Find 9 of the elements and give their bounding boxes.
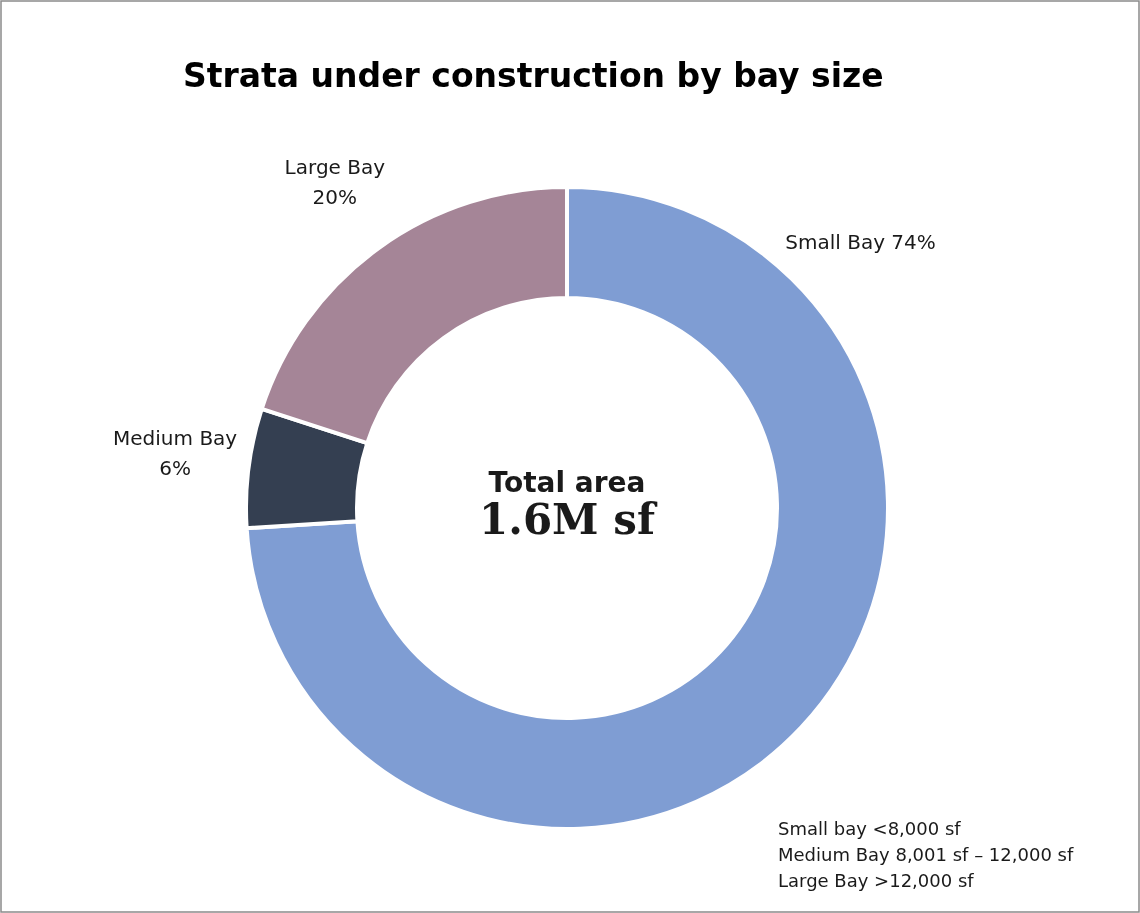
data-label: 6% — [159, 455, 191, 480]
chart-title: Strata under construction by bay size — [183, 56, 884, 95]
text: Medium Bay 8,001 sf – 12,000 sf — [778, 844, 1074, 865]
data-label: 20% — [312, 185, 358, 210]
slice-label: Medium Bay — [113, 425, 238, 450]
slice-label: Small Bay 74% — [785, 230, 936, 255]
text: Small bay <8,000 sf — [778, 818, 962, 839]
slice-label: Large Bay — [284, 155, 386, 180]
text: Large Bay >12,000 sf — [778, 870, 975, 891]
